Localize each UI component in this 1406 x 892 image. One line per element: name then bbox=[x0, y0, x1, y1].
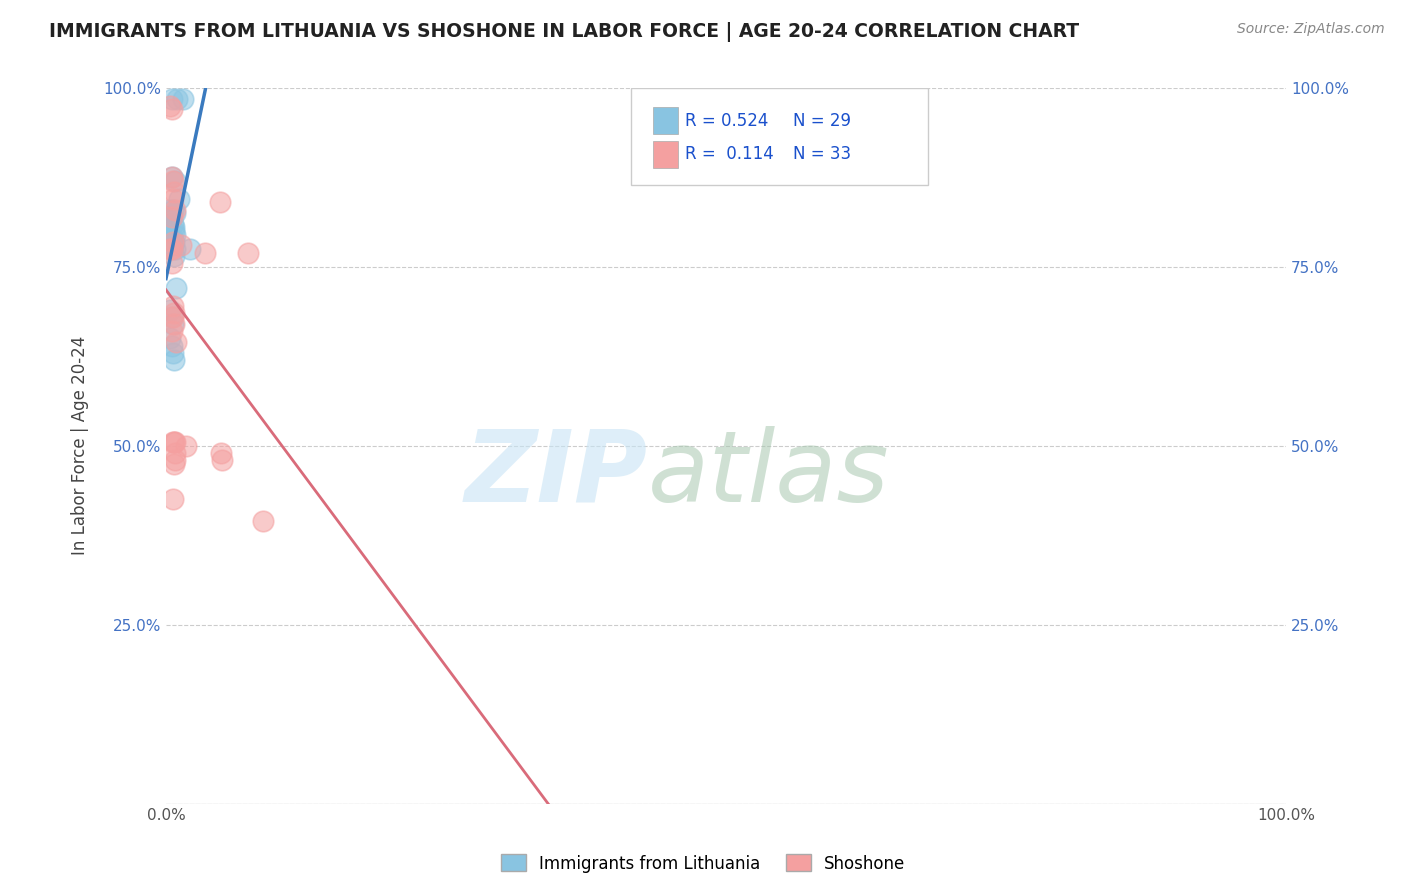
Point bbox=[163, 224, 186, 238]
Point bbox=[208, 195, 231, 210]
Text: atlas: atlas bbox=[648, 425, 889, 523]
Point bbox=[160, 210, 183, 224]
Point bbox=[160, 256, 183, 270]
Point bbox=[166, 92, 188, 106]
Point bbox=[160, 338, 183, 352]
Point bbox=[163, 435, 186, 450]
Point bbox=[162, 310, 184, 324]
Point bbox=[162, 435, 184, 450]
Point bbox=[172, 92, 194, 106]
Point bbox=[159, 331, 181, 345]
Point bbox=[160, 310, 183, 324]
Point bbox=[163, 317, 186, 331]
Point bbox=[162, 299, 184, 313]
Point bbox=[163, 242, 186, 256]
Text: ZIP: ZIP bbox=[464, 425, 648, 523]
Point bbox=[252, 514, 274, 528]
Text: N = 33: N = 33 bbox=[793, 145, 851, 163]
Point bbox=[162, 235, 184, 249]
Legend: Immigrants from Lithuania, Shoshone: Immigrants from Lithuania, Shoshone bbox=[495, 847, 911, 880]
Point bbox=[162, 317, 184, 331]
Point bbox=[163, 249, 186, 263]
Text: N = 29: N = 29 bbox=[793, 112, 851, 130]
Text: R =  0.114: R = 0.114 bbox=[685, 145, 773, 163]
Point bbox=[163, 435, 186, 450]
Point bbox=[163, 235, 186, 249]
Point bbox=[236, 245, 259, 260]
Point bbox=[163, 202, 186, 217]
Point bbox=[165, 334, 187, 349]
Point bbox=[159, 213, 181, 227]
Point bbox=[162, 492, 184, 507]
Text: IMMIGRANTS FROM LITHUANIA VS SHOSHONE IN LABOR FORCE | AGE 20-24 CORRELATION CHA: IMMIGRANTS FROM LITHUANIA VS SHOSHONE IN… bbox=[49, 22, 1080, 42]
Point bbox=[162, 192, 184, 206]
Point bbox=[160, 210, 183, 224]
Point bbox=[159, 242, 181, 256]
Point bbox=[160, 170, 183, 185]
Point bbox=[163, 185, 186, 199]
FancyBboxPatch shape bbox=[631, 88, 928, 185]
Point bbox=[163, 352, 186, 367]
Point bbox=[160, 242, 183, 256]
FancyBboxPatch shape bbox=[654, 107, 678, 135]
Point bbox=[160, 92, 183, 106]
Point bbox=[160, 324, 183, 338]
FancyBboxPatch shape bbox=[654, 141, 678, 168]
Point bbox=[162, 174, 184, 188]
Point bbox=[165, 281, 187, 295]
Point bbox=[162, 202, 184, 217]
Text: R = 0.524: R = 0.524 bbox=[685, 112, 768, 130]
Point bbox=[163, 306, 186, 320]
Y-axis label: In Labor Force | Age 20-24: In Labor Force | Age 20-24 bbox=[72, 336, 89, 556]
Point bbox=[162, 345, 184, 359]
Point bbox=[159, 99, 181, 113]
Point bbox=[209, 446, 232, 460]
Point bbox=[160, 103, 183, 117]
Point bbox=[163, 446, 186, 460]
Point bbox=[160, 231, 183, 245]
Point bbox=[159, 302, 181, 317]
Point bbox=[194, 245, 217, 260]
Point bbox=[163, 206, 186, 220]
Point bbox=[163, 220, 186, 235]
Point bbox=[163, 227, 186, 242]
Point bbox=[160, 170, 183, 185]
Point bbox=[162, 217, 184, 231]
Point bbox=[179, 242, 201, 256]
Point bbox=[163, 457, 186, 471]
Point bbox=[163, 453, 186, 467]
Point bbox=[163, 174, 186, 188]
Point bbox=[169, 192, 191, 206]
Text: Source: ZipAtlas.com: Source: ZipAtlas.com bbox=[1237, 22, 1385, 37]
Point bbox=[169, 238, 191, 252]
Point bbox=[174, 439, 197, 453]
Point bbox=[157, 202, 180, 217]
Point bbox=[162, 238, 184, 252]
Point bbox=[211, 453, 233, 467]
